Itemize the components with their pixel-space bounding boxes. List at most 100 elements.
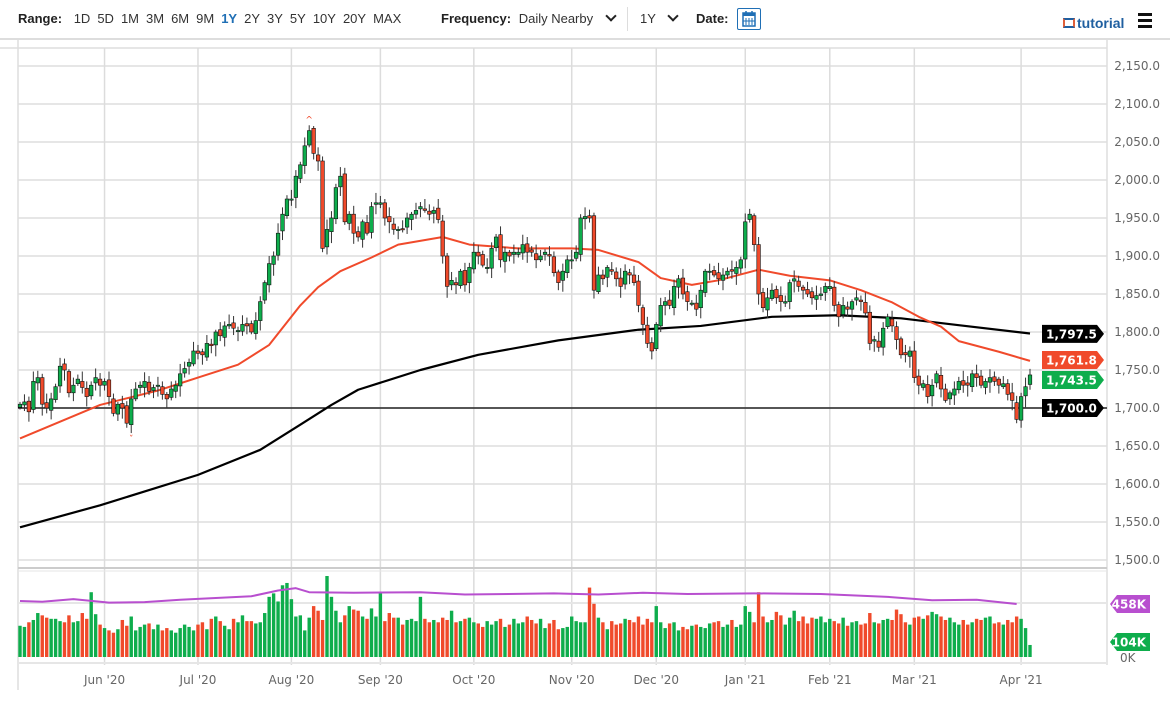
tutorial-link[interactable]: tutorial xyxy=(1063,15,1124,31)
x-tick-label: Dec '20 xyxy=(633,673,679,687)
volume-bar xyxy=(690,625,694,657)
candle xyxy=(413,202,419,219)
volume-bar xyxy=(503,626,507,657)
candle xyxy=(369,202,374,239)
range-1y[interactable]: 1Y xyxy=(221,11,238,26)
candle-body xyxy=(378,202,383,205)
candle-body xyxy=(191,350,196,365)
frequency-selector[interactable]: Frequency: Daily Nearby xyxy=(441,10,617,26)
candle xyxy=(93,368,98,391)
candle xyxy=(623,264,628,290)
volume-bar xyxy=(436,622,440,657)
volume-bar xyxy=(387,613,391,657)
volume-bar xyxy=(610,621,614,657)
period-dropdown[interactable]: 1Y xyxy=(640,10,679,26)
volume-bar xyxy=(138,626,142,657)
volume-bar xyxy=(481,626,485,657)
candle-body xyxy=(703,270,708,293)
range-2y[interactable]: 2Y xyxy=(244,11,260,26)
range-max[interactable]: MAX xyxy=(373,11,402,26)
volume-bar xyxy=(529,619,534,657)
candle xyxy=(445,252,450,298)
candle xyxy=(952,381,957,405)
candle-body xyxy=(271,255,276,265)
candles xyxy=(17,125,1033,434)
volume-bar xyxy=(605,629,610,657)
volume-bar xyxy=(752,622,756,657)
range-6m[interactable]: 6M xyxy=(171,11,190,26)
candle xyxy=(409,211,414,231)
range-3m[interactable]: 3M xyxy=(146,11,165,26)
candle xyxy=(182,361,187,378)
candle-body xyxy=(970,373,975,388)
frequency-value[interactable]: Daily Nearby xyxy=(518,11,594,26)
candle xyxy=(711,265,717,278)
candle xyxy=(863,292,868,317)
candle-body xyxy=(849,301,855,310)
volume-bar xyxy=(22,626,27,657)
candle-body xyxy=(743,221,748,260)
candle xyxy=(827,277,832,291)
range-1m[interactable]: 1M xyxy=(120,11,139,26)
candle-body xyxy=(858,299,864,302)
volume-bar xyxy=(685,629,690,657)
candle xyxy=(1014,395,1019,424)
range-5d[interactable]: 5D xyxy=(97,11,114,26)
volume-bar xyxy=(485,621,489,657)
x-tick-label: Nov '20 xyxy=(549,673,595,687)
candle-body xyxy=(493,236,499,248)
period-value[interactable]: 1Y xyxy=(640,11,656,26)
volume-bar xyxy=(191,630,196,657)
candle xyxy=(765,287,770,319)
tutorial-label[interactable]: tutorial xyxy=(1077,15,1125,31)
candle-body xyxy=(142,381,147,388)
candle-body xyxy=(738,259,743,269)
candle-body xyxy=(476,251,481,257)
candle-body xyxy=(952,388,957,396)
volume-bar xyxy=(156,624,160,657)
range-20y[interactable]: 20Y xyxy=(342,11,367,26)
candle xyxy=(302,137,307,174)
candle-body xyxy=(930,384,935,397)
range-5y[interactable]: 5Y xyxy=(289,11,306,26)
volume-bar xyxy=(369,608,374,657)
candle-body xyxy=(671,286,677,308)
volume-bar xyxy=(254,623,258,657)
candle xyxy=(614,267,619,287)
candle-body xyxy=(49,398,54,411)
candle-body xyxy=(725,270,730,276)
volume-bar xyxy=(547,623,552,657)
candle-body xyxy=(146,381,152,392)
candle xyxy=(836,301,841,327)
candle xyxy=(485,258,490,274)
candle-body xyxy=(356,231,361,238)
volume-bar xyxy=(783,624,787,657)
candle-body xyxy=(974,373,979,378)
candle xyxy=(778,286,783,312)
volume-bar xyxy=(872,622,876,657)
volume-bar xyxy=(952,622,957,657)
range-3y[interactable]: 3Y xyxy=(267,11,283,26)
candle-body xyxy=(765,297,770,311)
range-9m[interactable]: 9M xyxy=(196,11,215,26)
candle-body xyxy=(756,244,761,295)
candle-body xyxy=(729,269,734,272)
candle xyxy=(800,284,806,300)
range-1d[interactable]: 1D xyxy=(73,11,91,26)
candle-body xyxy=(507,251,512,257)
candle xyxy=(40,373,45,416)
volume-bar xyxy=(814,618,819,657)
volume-bar xyxy=(841,617,845,657)
candle-body xyxy=(311,128,316,154)
volume-bar xyxy=(908,624,912,657)
volume-bar xyxy=(400,624,405,657)
volume-bar xyxy=(912,617,917,657)
volume-bar xyxy=(133,630,138,657)
candle xyxy=(195,344,201,360)
volume-bar xyxy=(320,619,325,657)
range-10y[interactable]: 10Y xyxy=(312,11,336,26)
hamburger-menu-icon[interactable] xyxy=(1138,13,1152,31)
film-icon xyxy=(1063,18,1075,28)
calendar-icon[interactable] xyxy=(737,8,761,30)
volume-bar xyxy=(1006,619,1010,657)
